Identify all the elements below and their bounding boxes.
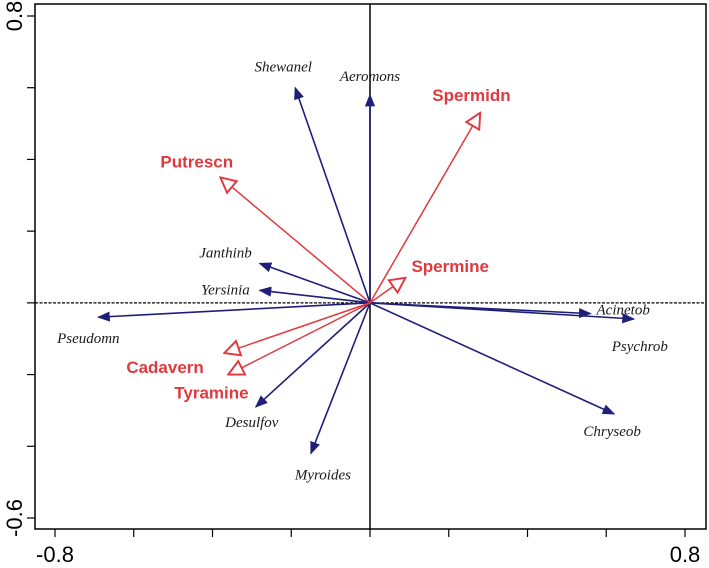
species-vector	[369, 302, 636, 324]
species-label: Acinetob	[596, 303, 651, 319]
x-tick-label: -0.8	[36, 542, 74, 567]
species-vector	[294, 86, 371, 304]
species-vector	[258, 286, 371, 304]
environment-vector	[220, 177, 371, 304]
environment-label: Tyramine	[174, 384, 248, 403]
species-label: Aeromons	[339, 69, 400, 85]
x-tick-label: 0.8	[670, 542, 701, 567]
species-label: Psychrob	[611, 339, 669, 355]
species-label: Myroides	[294, 467, 351, 483]
species-label: Pseudomn	[56, 331, 120, 347]
species-label: Janthinb	[199, 245, 252, 261]
species-label: Yersinia	[201, 282, 250, 298]
environment-label: Cadavern	[126, 358, 203, 377]
species-vector	[258, 262, 371, 304]
environment-label: Spermine	[411, 257, 488, 276]
y-tick-label: 0.8	[2, 1, 27, 32]
species-label: Desulfov	[224, 415, 279, 431]
environment-vector	[369, 278, 405, 304]
environment-vector	[228, 302, 371, 375]
species-label: Chryseob	[583, 424, 641, 440]
species-label: Shewanel	[254, 60, 312, 76]
species-vector	[369, 302, 616, 415]
environment-vector	[369, 113, 480, 304]
environment-vector	[224, 302, 371, 353]
environment-label: Spermidn	[432, 86, 510, 105]
species-vector	[310, 302, 371, 455]
species-vector	[254, 302, 371, 408]
species-vector	[97, 302, 371, 322]
y-tick-label: -0.6	[2, 499, 27, 537]
environment-label: Putrescn	[160, 152, 233, 171]
